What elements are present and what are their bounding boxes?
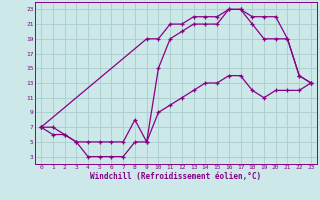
X-axis label: Windchill (Refroidissement éolien,°C): Windchill (Refroidissement éolien,°C) (91, 172, 261, 181)
